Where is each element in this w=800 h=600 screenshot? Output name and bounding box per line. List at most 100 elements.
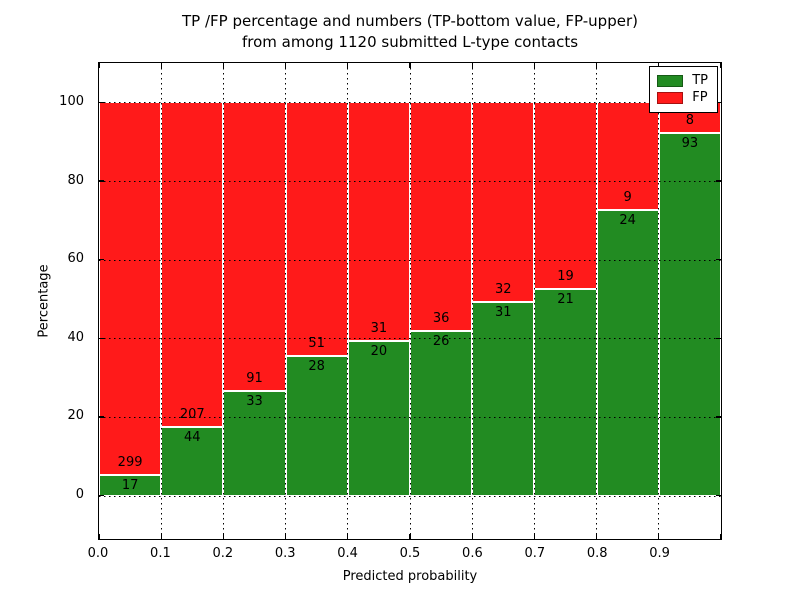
y-tick-label: 0 xyxy=(75,486,84,502)
bar-fp-segment xyxy=(161,102,224,427)
y-axis-tick-right xyxy=(716,495,721,497)
tp-count-label: 93 xyxy=(681,136,699,152)
x-axis-tick-top xyxy=(347,63,349,68)
x-axis-tick-top xyxy=(533,63,535,68)
x-axis-tick-top xyxy=(658,63,660,68)
legend-tp-swatch xyxy=(657,75,684,87)
y-axis-tick-right xyxy=(716,416,721,418)
legend-row: TP xyxy=(657,74,708,88)
horizontal-gridline xyxy=(99,181,721,183)
y-tick-label: 20 xyxy=(67,408,84,424)
legend-tp-label: TP xyxy=(692,73,708,88)
y-tick-label: 40 xyxy=(67,329,84,345)
bar-fp-segment xyxy=(285,102,348,357)
vertical-gridline xyxy=(160,63,162,539)
x-axis-tick-top xyxy=(720,63,722,68)
tp-count-label: 44 xyxy=(184,429,201,445)
legend: TP FP xyxy=(649,66,718,113)
bar-fp-segment xyxy=(99,102,162,475)
fp-count-label: 9 xyxy=(623,189,632,205)
horizontal-gridline xyxy=(99,102,721,104)
y-tick-labels: 0 20 40 60 80 100 xyxy=(0,63,91,538)
bars-layer xyxy=(99,63,721,539)
tp-count-label: 17 xyxy=(121,477,139,493)
y-axis-tick xyxy=(99,337,104,339)
x-axis-tick-top xyxy=(409,63,411,68)
x-axis-tick xyxy=(471,534,473,539)
x-axis-tick xyxy=(98,534,100,539)
chart-title-line1: TP /FP percentage and numbers (TP-bottom… xyxy=(182,12,638,30)
bar-tp-segment xyxy=(472,302,535,496)
x-axis-tick-top xyxy=(98,63,100,68)
x-tick-label: 0.9 xyxy=(649,546,670,561)
fp-count-label: 8 xyxy=(685,113,695,129)
x-axis-tick xyxy=(658,534,660,539)
grid-layer xyxy=(99,63,721,539)
x-axis-tick xyxy=(285,534,287,539)
bar-tp-segment xyxy=(285,356,348,496)
fp-count-label: 31 xyxy=(370,321,388,337)
x-axis-tick xyxy=(347,534,349,539)
x-axis-tick-top xyxy=(222,63,224,68)
vertical-gridline xyxy=(409,63,411,539)
legend-row: FP xyxy=(657,91,708,105)
x-tick-label: 0.2 xyxy=(212,546,234,561)
horizontal-gridline xyxy=(99,495,721,497)
x-tick-label: 0.3 xyxy=(274,546,296,561)
vertical-gridline xyxy=(222,63,224,539)
y-axis-tick-right xyxy=(716,259,721,261)
chart-title: TP /FP percentage and numbers (TP-bottom… xyxy=(98,11,722,53)
x-tick-label: 0.1 xyxy=(150,546,171,561)
bar-fp-segment xyxy=(534,102,597,290)
horizontal-gridline xyxy=(99,417,721,419)
x-axis-tick xyxy=(160,534,162,539)
bar-fp-segment xyxy=(223,102,286,392)
x-tick-label: 0.5 xyxy=(399,546,421,561)
horizontal-gridline xyxy=(99,338,721,340)
y-axis-tick xyxy=(99,495,104,497)
x-axis-tick-top xyxy=(160,63,162,68)
ticks-layer xyxy=(98,63,722,539)
y-tick-label: 80 xyxy=(67,172,84,188)
horizontal-gridline xyxy=(99,259,721,261)
fp-count-label: 91 xyxy=(246,371,263,387)
x-axis-tick xyxy=(533,534,535,539)
y-tick-label: 60 xyxy=(67,251,84,267)
vertical-gridline xyxy=(471,63,473,539)
tp-count-label: 28 xyxy=(308,359,325,375)
vertical-gridline xyxy=(596,63,598,539)
y-axis-tick xyxy=(99,180,104,182)
bar-tp-segment xyxy=(410,330,473,496)
vertical-gridline xyxy=(533,63,535,539)
y-axis-tick xyxy=(99,416,104,418)
tp-count-label: 20 xyxy=(370,344,388,360)
bar-tp-segment xyxy=(534,289,597,496)
x-axis-tick-top xyxy=(596,63,598,68)
bar-fp-segment xyxy=(596,102,659,210)
vertical-gridline xyxy=(285,63,287,539)
y-tick-label: 100 xyxy=(59,94,84,110)
x-axis-tick xyxy=(596,534,598,539)
y-axis-tick-right xyxy=(716,180,721,182)
bar-fp-segment xyxy=(472,102,535,303)
y-axis-tick-right xyxy=(716,337,721,339)
x-tick-label: 0.4 xyxy=(337,546,358,561)
x-tick-label: 0.8 xyxy=(586,546,608,561)
bar-fp-segment xyxy=(410,102,473,331)
y-axis-tick xyxy=(99,101,104,103)
tp-count-label: 26 xyxy=(432,333,450,349)
x-axis-tick xyxy=(409,534,411,539)
x-axis-label: Predicted probability xyxy=(342,569,478,584)
tp-count-label: 21 xyxy=(557,292,574,308)
chart-title-line2: from among 1120 submitted L-type contact… xyxy=(241,33,579,51)
fp-count-label: 51 xyxy=(308,336,325,352)
bar-tp-segment xyxy=(99,474,162,496)
legend-fp-swatch xyxy=(657,92,684,104)
tp-count-label: 33 xyxy=(246,394,263,410)
y-axis-tick-right xyxy=(716,101,721,103)
bar-tp-segment xyxy=(596,209,659,496)
bar-tp-segment xyxy=(161,426,224,496)
bar-tp-segment xyxy=(223,391,286,496)
tp-count-label: 31 xyxy=(495,305,512,321)
tp-count-label: 24 xyxy=(619,212,636,228)
